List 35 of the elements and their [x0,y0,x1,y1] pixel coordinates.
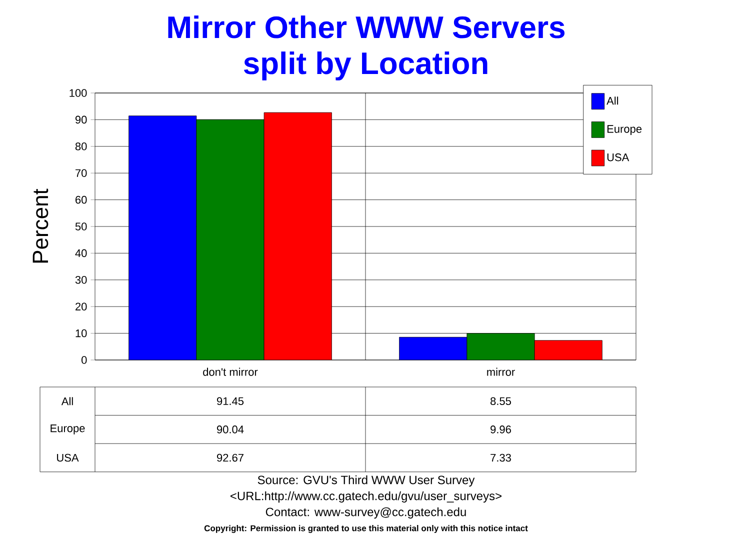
text: <URL:http://www.cc.gatech.edu/gvu/user_surveys> [230,491,502,503]
legend-label: Europe [607,125,642,135]
data-label: 92.67 [217,454,244,462]
y-axis-title: Percent [32,188,48,263]
y-tick-label: 50 [75,222,87,230]
legend-label: All [606,96,618,105]
text: Copyright: Permission is granted to use this material only with this notice intact [204,525,528,533]
data-label: 91.45 [217,397,244,406]
text: Contact: www-survey@cc.gatech.edu [266,507,466,519]
y-tick-label: 40 [75,249,87,258]
bar [196,119,264,360]
x-tick-label: don't mirror [203,368,258,376]
bar [534,340,602,360]
y-tick-label: 90 [75,116,87,124]
data-label: 7.33 [490,454,511,462]
y-tick-label: 0 [82,356,87,364]
y-tick-label: 70 [76,169,87,177]
y-tick-label: 20 [76,302,87,310]
text: Europe [50,424,85,434]
text: All [61,397,73,406]
data-label: 8.55 [490,397,511,406]
data-label: 9.96 [490,426,511,434]
y-tick-label: 30 [75,276,87,284]
y-tick-label: 60 [76,196,87,204]
y-tick-label: 100 [70,89,87,97]
chart-title: Mirror Other WWW Servers split by Location [168,16,564,80]
y-tick-label: 80 [75,142,87,150]
bar [466,333,535,360]
y-tick-label: 10 [76,329,87,338]
data-label: 90.04 [217,426,244,434]
x-tick-label: mirror [487,368,515,376]
legend-label: USA [607,153,630,162]
source-note: Source: GVU's Third WWW User Survey [258,475,475,487]
text: USA [57,454,79,462]
bar [264,112,332,360]
